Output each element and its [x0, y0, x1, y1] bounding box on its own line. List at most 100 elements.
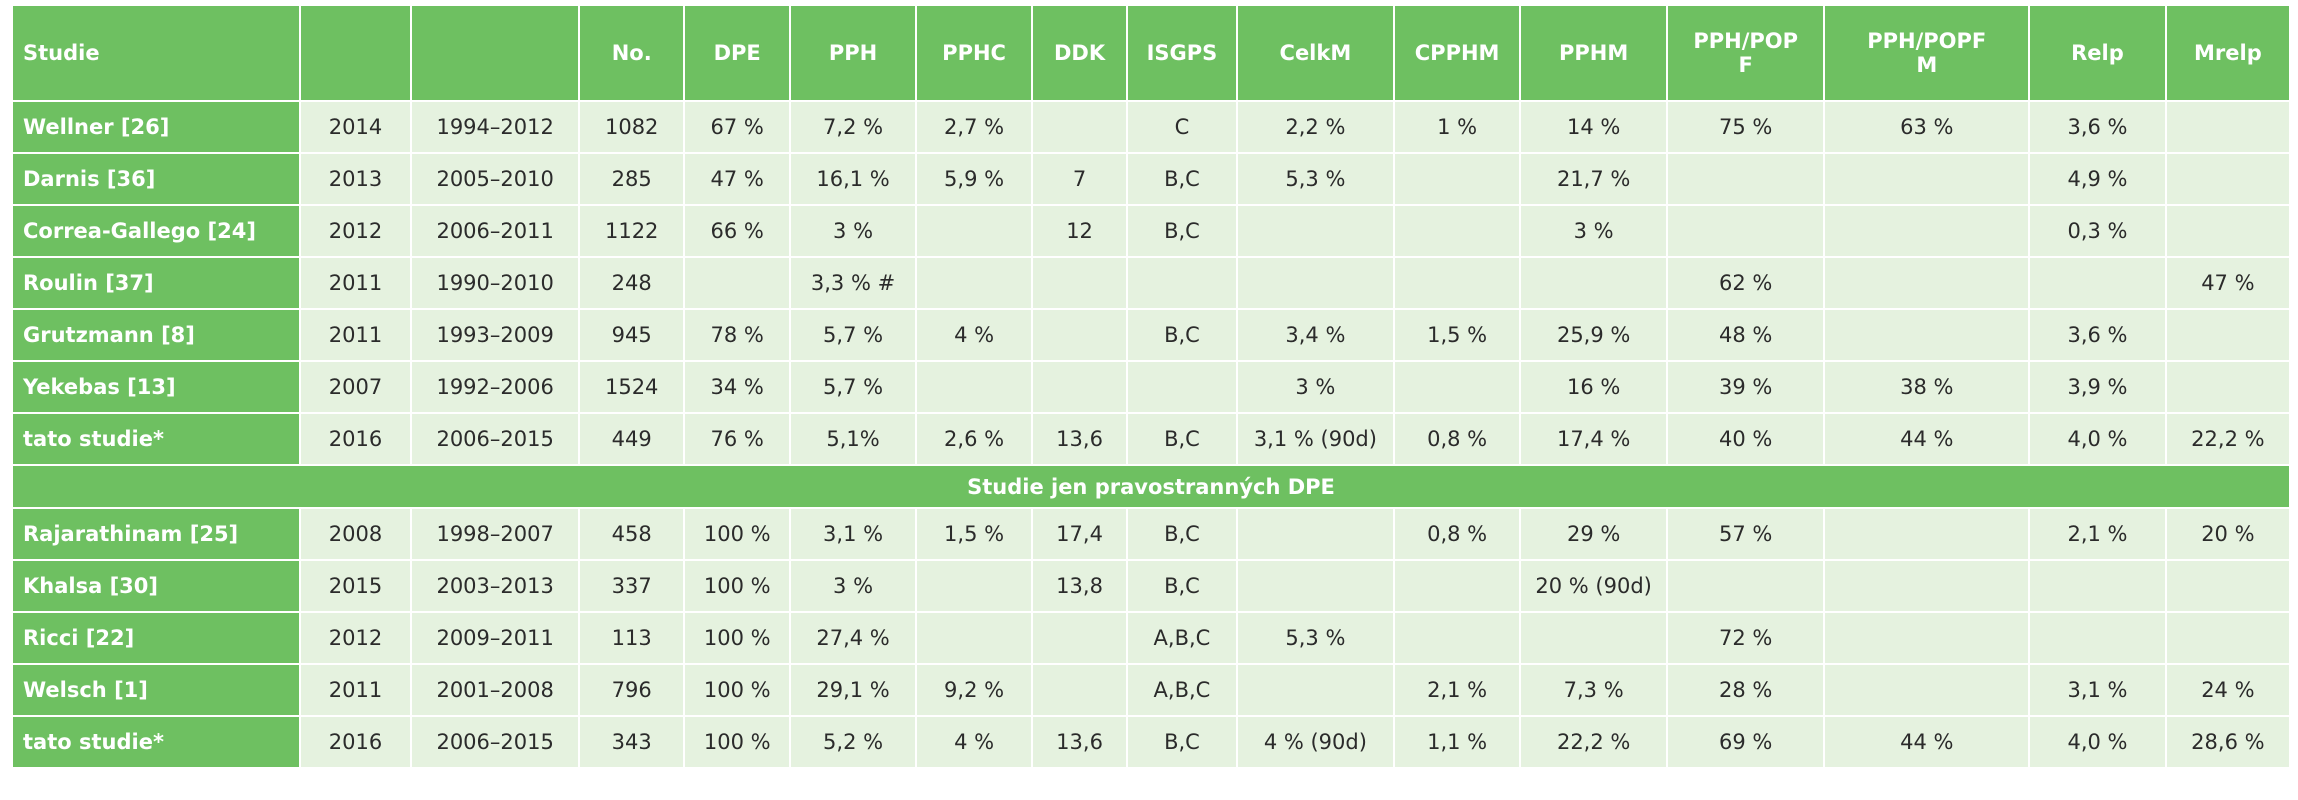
cell-mrelp — [2166, 154, 2289, 204]
cell-period: 2006–2015 — [412, 414, 578, 464]
cell-cpphm — [1395, 154, 1520, 204]
header-pphc: PPHC — [917, 6, 1031, 100]
cell-no: 1082 — [579, 102, 684, 152]
cell-no: 337 — [579, 561, 684, 611]
cell-pph-popf: 28 % — [1668, 665, 1824, 715]
cell-year: 2012 — [300, 206, 411, 256]
cell-relp: 4,0 % — [2030, 414, 2165, 464]
cell-pph-popf — [1668, 561, 1824, 611]
table-row: Welsch [1] 2011 2001–2008 796 100 % 29,1… — [13, 665, 2289, 715]
cell-period: 2005–2010 — [412, 154, 578, 204]
cell-no: 945 — [579, 310, 684, 360]
cell-year: 2013 — [300, 154, 411, 204]
header-cpphm: CPPHM — [1395, 6, 1520, 100]
study-name: Khalsa [30] — [13, 561, 299, 611]
study-name: Wellner [26] — [13, 102, 299, 152]
cell-dpe: 100 % — [685, 665, 789, 715]
cell-relp: 2,1 % — [2030, 509, 2165, 559]
study-name: Rajarathinam [25] — [13, 509, 299, 559]
cell-celkm — [1237, 561, 1394, 611]
cell-isgps: B,C — [1128, 310, 1236, 360]
table-row: tato studie* 2016 2006–2015 449 76 % 5,1… — [13, 414, 2289, 464]
cell-period: 1993–2009 — [412, 310, 578, 360]
cell-year: 2015 — [300, 561, 411, 611]
study-name: tato studie* — [13, 717, 299, 767]
table-row: Rajarathinam [25] 2008 1998–2007 458 100… — [13, 509, 2289, 559]
cell-period: 1994–2012 — [412, 102, 578, 152]
cell-relp: 3,6 % — [2030, 310, 2165, 360]
header-blank-year — [300, 6, 411, 100]
cell-period: 2001–2008 — [412, 665, 578, 715]
cell-celkm: 3,4 % — [1237, 310, 1394, 360]
cell-pphc — [917, 613, 1031, 663]
cell-relp — [2030, 258, 2165, 308]
study-name: Darnis [36] — [13, 154, 299, 204]
cell-pph-popfm: 44 % — [1825, 414, 2029, 464]
table-row: Correa-Gallego [24] 2012 2006–2011 1122 … — [13, 206, 2289, 256]
header-pph-popf-line1: PPH/POP — [1693, 29, 1799, 53]
cell-celkm: 5,3 % — [1237, 154, 1394, 204]
cell-pph: 29,1 % — [790, 665, 916, 715]
cell-year: 2014 — [300, 102, 411, 152]
cell-cpphm: 2,1 % — [1395, 665, 1520, 715]
table-row: Wellner [26] 2014 1994–2012 1082 67 % 7,… — [13, 102, 2289, 152]
cell-ddk: 17,4 — [1032, 509, 1127, 559]
header-studie: Studie — [13, 6, 299, 100]
cell-pph-popfm — [1825, 613, 2029, 663]
header-relp: Relp — [2030, 6, 2165, 100]
cell-isgps: A,B,C — [1128, 665, 1236, 715]
cell-pph-popfm — [1825, 509, 2029, 559]
cell-pph: 3 % — [790, 561, 916, 611]
cell-pphm: 21,7 % — [1521, 154, 1667, 204]
cell-no: 458 — [579, 509, 684, 559]
cell-pphc: 4 % — [917, 310, 1031, 360]
cell-pph-popf: 69 % — [1668, 717, 1824, 767]
cell-period: 2006–2015 — [412, 717, 578, 767]
cell-pph-popf: 57 % — [1668, 509, 1824, 559]
cell-pph-popfm — [1825, 561, 2029, 611]
cell-year: 2016 — [300, 717, 411, 767]
header-mrelp: Mrelp — [2166, 6, 2289, 100]
cell-ddk — [1032, 362, 1127, 412]
study-name: Correa-Gallego [24] — [13, 206, 299, 256]
cell-celkm — [1237, 206, 1394, 256]
cell-dpe: 66 % — [685, 206, 789, 256]
cell-no: 343 — [579, 717, 684, 767]
cell-pphm: 7,3 % — [1521, 665, 1667, 715]
cell-pphm: 25,9 % — [1521, 310, 1667, 360]
cell-cpphm: 1,5 % — [1395, 310, 1520, 360]
cell-no: 113 — [579, 613, 684, 663]
cell-mrelp: 47 % — [2166, 258, 2289, 308]
cell-celkm: 3 % — [1237, 362, 1394, 412]
cell-ddk: 13,6 — [1032, 414, 1127, 464]
cell-pphc — [917, 561, 1031, 611]
cell-isgps — [1128, 362, 1236, 412]
cell-ddk — [1032, 613, 1127, 663]
table-row: tato studie* 2016 2006–2015 343 100 % 5,… — [13, 717, 2289, 767]
cell-pphc: 4 % — [917, 717, 1031, 767]
cell-no: 796 — [579, 665, 684, 715]
cell-year: 2007 — [300, 362, 411, 412]
cell-celkm: 5,3 % — [1237, 613, 1394, 663]
cell-cpphm — [1395, 206, 1520, 256]
cell-dpe: 100 % — [685, 561, 789, 611]
table-row: Yekebas [13] 2007 1992–2006 1524 34 % 5,… — [13, 362, 2289, 412]
cell-pphc — [917, 258, 1031, 308]
cell-isgps: C — [1128, 102, 1236, 152]
cell-pph-popfm: 63 % — [1825, 102, 2029, 152]
cell-relp: 3,6 % — [2030, 102, 2165, 152]
cell-relp: 4,0 % — [2030, 717, 2165, 767]
cell-dpe: 76 % — [685, 414, 789, 464]
cell-relp: 3,9 % — [2030, 362, 2165, 412]
cell-cpphm — [1395, 258, 1520, 308]
cell-mrelp — [2166, 206, 2289, 256]
study-name: tato studie* — [13, 414, 299, 464]
cell-cpphm: 1 % — [1395, 102, 1520, 152]
cell-pph: 3,1 % — [790, 509, 916, 559]
header-ddk: DDK — [1032, 6, 1127, 100]
cell-pphm: 29 % — [1521, 509, 1667, 559]
cell-isgps — [1128, 258, 1236, 308]
table-row: Grutzmann [8] 2011 1993–2009 945 78 % 5,… — [13, 310, 2289, 360]
cell-dpe: 78 % — [685, 310, 789, 360]
table-header: Studie No. DPE PPH PPHC DDK ISGPS CelkM … — [13, 6, 2289, 100]
